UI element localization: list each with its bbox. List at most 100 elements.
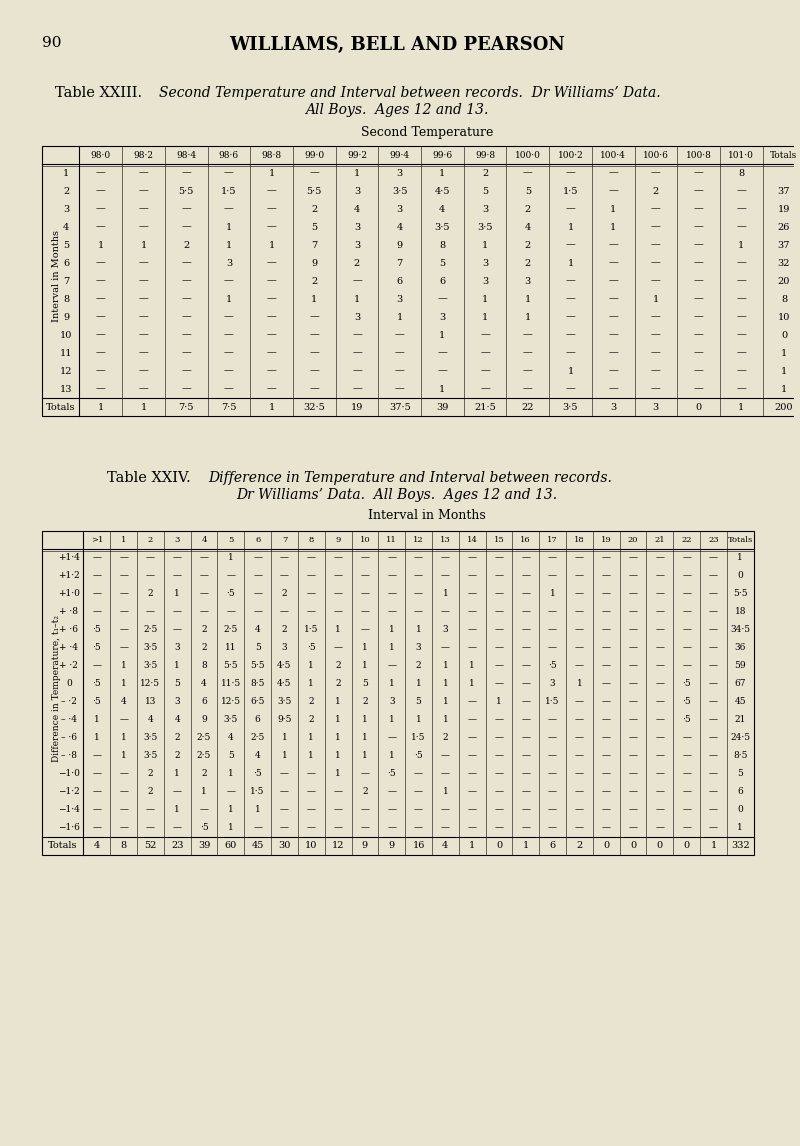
Text: 3: 3 xyxy=(653,402,659,411)
Text: 3: 3 xyxy=(482,204,488,213)
Text: 5: 5 xyxy=(174,680,180,689)
Text: 3·5: 3·5 xyxy=(562,402,578,411)
Text: —: — xyxy=(306,607,316,617)
Text: —: — xyxy=(280,806,289,815)
Text: —: — xyxy=(548,733,557,743)
Text: −1·0: −1·0 xyxy=(58,769,80,778)
Text: —: — xyxy=(224,385,234,393)
Text: 6: 6 xyxy=(439,276,446,285)
Text: —: — xyxy=(96,367,106,376)
Text: 2: 2 xyxy=(482,168,488,178)
Text: —: — xyxy=(334,554,342,563)
Text: —: — xyxy=(575,769,584,778)
Text: —: — xyxy=(138,313,148,322)
Text: —: — xyxy=(523,367,533,376)
Text: —: — xyxy=(224,276,234,285)
Text: 100·4: 100·4 xyxy=(600,150,626,159)
Text: 1: 1 xyxy=(781,385,787,393)
Text: —: — xyxy=(119,626,128,635)
Text: 23: 23 xyxy=(708,536,718,544)
Text: —: — xyxy=(566,313,575,322)
Text: —: — xyxy=(709,715,718,724)
Text: 5: 5 xyxy=(525,187,531,196)
Text: 1: 1 xyxy=(738,554,743,563)
Text: 32: 32 xyxy=(778,259,790,267)
Text: 1: 1 xyxy=(121,661,126,670)
Text: —: — xyxy=(182,276,191,285)
Text: 1: 1 xyxy=(121,733,126,743)
Text: 1: 1 xyxy=(442,680,448,689)
Text: —: — xyxy=(441,752,450,761)
Text: —: — xyxy=(119,824,128,832)
Text: 2: 2 xyxy=(576,841,582,850)
Text: 7·5: 7·5 xyxy=(178,402,194,411)
Text: —: — xyxy=(575,733,584,743)
Text: —: — xyxy=(92,787,102,796)
Text: —: — xyxy=(468,769,477,778)
Text: —: — xyxy=(306,554,316,563)
Text: —: — xyxy=(96,330,106,339)
Text: Second Temperature: Second Temperature xyxy=(361,126,493,139)
Text: —: — xyxy=(709,661,718,670)
Text: —: — xyxy=(468,787,477,796)
Text: – ·8: – ·8 xyxy=(61,752,77,761)
Text: —: — xyxy=(119,806,128,815)
Text: 10: 10 xyxy=(60,330,73,339)
Text: —: — xyxy=(394,330,405,339)
Text: 8·5: 8·5 xyxy=(250,680,265,689)
Text: —: — xyxy=(682,769,691,778)
Text: 18: 18 xyxy=(574,536,585,544)
Text: —: — xyxy=(629,824,638,832)
Text: —: — xyxy=(736,204,746,213)
Text: 6: 6 xyxy=(255,715,261,724)
Text: —: — xyxy=(334,806,342,815)
Text: ·5: ·5 xyxy=(93,644,101,652)
Text: 1·5: 1·5 xyxy=(411,733,426,743)
Text: —: — xyxy=(92,589,102,598)
Text: 1: 1 xyxy=(470,680,475,689)
Text: 5: 5 xyxy=(482,187,488,196)
Text: 1: 1 xyxy=(282,733,287,743)
Text: Totals: Totals xyxy=(46,402,75,411)
Text: – ·6: – ·6 xyxy=(61,733,77,743)
Text: Difference in Temperature and Interval between records.: Difference in Temperature and Interval b… xyxy=(209,471,612,485)
Text: —: — xyxy=(682,824,691,832)
Text: —: — xyxy=(438,348,447,358)
Text: —: — xyxy=(182,295,191,304)
Text: —: — xyxy=(682,661,691,670)
Text: —: — xyxy=(92,661,102,670)
Text: —: — xyxy=(414,554,423,563)
Text: —: — xyxy=(96,313,106,322)
Text: —: — xyxy=(736,187,746,196)
Text: 16: 16 xyxy=(521,536,531,544)
Text: 4: 4 xyxy=(255,752,261,761)
Text: —: — xyxy=(394,385,405,393)
Text: 99·4: 99·4 xyxy=(390,150,410,159)
Text: 1: 1 xyxy=(470,661,475,670)
Text: 2: 2 xyxy=(183,241,190,250)
Text: 6: 6 xyxy=(201,698,207,706)
Text: —: — xyxy=(709,806,718,815)
Text: 99·2: 99·2 xyxy=(347,150,367,159)
Text: —: — xyxy=(608,348,618,358)
Text: —: — xyxy=(438,295,447,304)
Text: 1: 1 xyxy=(335,769,341,778)
Text: 3: 3 xyxy=(397,295,402,304)
Text: —: — xyxy=(651,348,661,358)
Text: —: — xyxy=(575,824,584,832)
Text: 2·5: 2·5 xyxy=(224,626,238,635)
Text: —: — xyxy=(468,626,477,635)
Text: 7: 7 xyxy=(282,536,287,544)
Text: 1: 1 xyxy=(335,715,341,724)
Text: 6·5: 6·5 xyxy=(250,698,265,706)
Text: —: — xyxy=(173,626,182,635)
Text: 98·0: 98·0 xyxy=(90,150,111,159)
Text: —: — xyxy=(694,348,703,358)
Text: —: — xyxy=(575,554,584,563)
Text: 1: 1 xyxy=(255,806,261,815)
Text: —: — xyxy=(224,168,234,178)
Text: —: — xyxy=(310,385,319,393)
Text: —: — xyxy=(199,554,209,563)
Text: —: — xyxy=(682,554,691,563)
Text: —: — xyxy=(387,607,396,617)
